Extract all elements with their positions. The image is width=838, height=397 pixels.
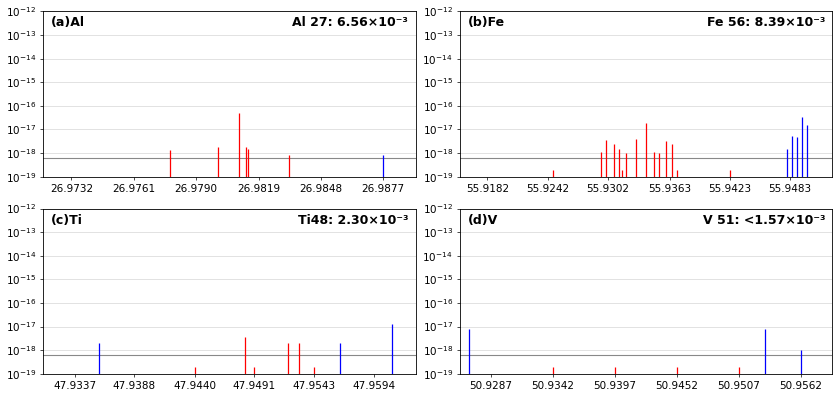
Text: (a)Al: (a)Al xyxy=(51,16,85,29)
Text: (c)Ti: (c)Ti xyxy=(51,214,83,227)
Text: Fe 56: 8.39×10⁻³: Fe 56: 8.39×10⁻³ xyxy=(706,16,825,29)
Text: (b)Fe: (b)Fe xyxy=(468,16,504,29)
Text: (d)V: (d)V xyxy=(468,214,498,227)
Text: Ti48: 2.30×10⁻³: Ti48: 2.30×10⁻³ xyxy=(297,214,408,227)
Text: V 51: <1.57×10⁻³: V 51: <1.57×10⁻³ xyxy=(702,214,825,227)
Text: Al 27: 6.56×10⁻³: Al 27: 6.56×10⁻³ xyxy=(292,16,408,29)
